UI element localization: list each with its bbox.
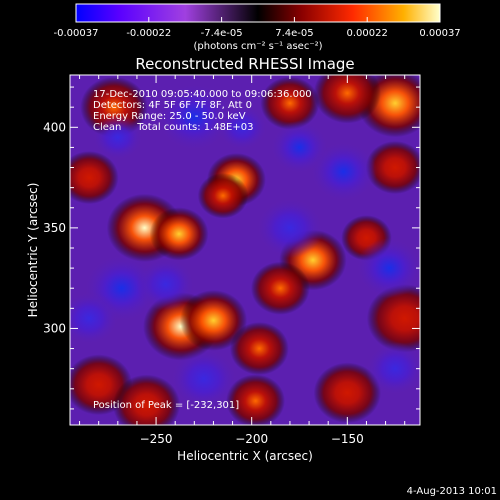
y-tick-label: 400 — [43, 120, 66, 134]
bright-source — [226, 374, 285, 425]
bright-source — [112, 374, 181, 425]
annotation-time-range: 17-Dec-2010 09:05:40.000 to 09:06:36.000 — [93, 89, 312, 100]
y-axis-ticks: 300 350 400 — [43, 86, 420, 410]
bright-source — [197, 172, 249, 219]
colorbar-tick-label: -7.4e-05 — [201, 28, 243, 39]
negative-region — [92, 114, 144, 161]
heatmap-image — [70, 75, 420, 425]
bright-source — [313, 75, 381, 124]
negative-region — [170, 348, 238, 410]
bright-source — [260, 76, 320, 130]
y-axis-label: Heliocentric Y (arcsec) — [26, 183, 40, 318]
negative-region — [355, 237, 420, 299]
negative-region — [156, 83, 233, 152]
annotation-counts: Clean Total counts: 1.48E+03 — [93, 122, 253, 133]
negative-region — [365, 342, 420, 396]
bright-source — [366, 284, 420, 353]
bright-source — [229, 322, 289, 376]
peak-position-label: Position of Peak = [-232,301] — [93, 400, 239, 411]
x-tick-label: −150 — [331, 432, 364, 446]
x-axis-ticks: −250 −200 −150 — [79, 75, 406, 446]
bright-source — [313, 362, 381, 424]
chart-title: Reconstructed RHESSI Image — [135, 55, 354, 73]
colorbar-tick-label: -0.00022 — [126, 28, 171, 39]
colorbar — [75, 3, 441, 23]
colorbar-ticks: -0.00037 -0.00022 -7.4e-05 7.4e-05 0.00022 0.… — [54, 17, 461, 39]
y-tick-label: 350 — [43, 221, 66, 235]
colorbar-tick-label: 0.00022 — [347, 28, 388, 39]
negative-region — [136, 257, 196, 311]
x-tick-label: −250 — [140, 432, 173, 446]
bright-source — [70, 151, 119, 205]
annotation-detectors: Detectors: 4F 5F 6F 7F 8F, Att 0 — [93, 100, 252, 111]
bright-source — [250, 261, 310, 315]
bright-source — [365, 141, 420, 195]
negative-region — [216, 104, 268, 151]
negative-region — [256, 197, 324, 259]
negative-region — [70, 291, 119, 345]
y-tick-label: 300 — [43, 321, 66, 335]
colorbar-tick-label: -0.00037 — [54, 28, 99, 39]
colorbar-tick-label: 0.00037 — [419, 28, 460, 39]
x-tick-label: −200 — [235, 432, 268, 446]
x-axis-label: Heliocentric X (arcsec) — [177, 449, 313, 463]
bright-source — [149, 207, 209, 261]
annotation-energy-range: Energy Range: 25.0 - 50.0 keV — [93, 111, 246, 122]
plot-frame — [69, 74, 421, 426]
bright-source — [179, 290, 248, 351]
footer-date: 4-Aug-2013 10:01 — [407, 486, 497, 497]
negative-region — [309, 141, 378, 202]
colorbar-tick-label: 7.4e-05 — [275, 28, 313, 39]
colorbar-units-label: (photons cm⁻² s⁻¹ asec⁻²) — [193, 41, 322, 52]
